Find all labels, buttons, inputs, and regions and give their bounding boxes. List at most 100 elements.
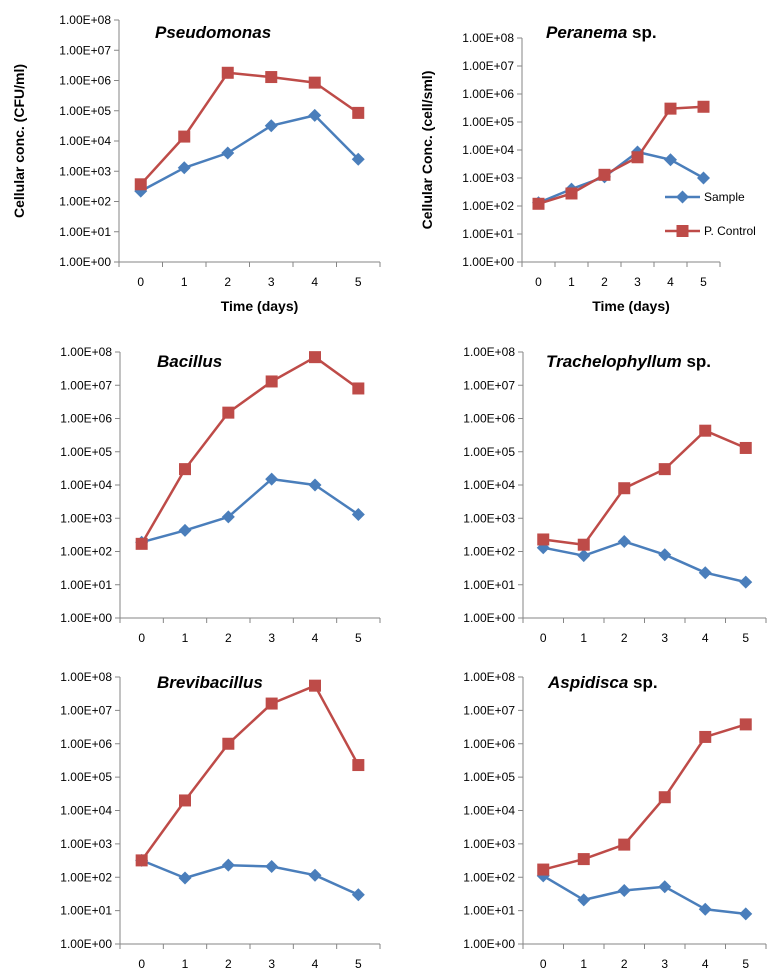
chart-panel-4: 1.00E+00 1.00E+01 1.00E+02 1.00E+03 1.00E+04… <box>463 345 767 645</box>
panel-title-suffix: sp. <box>682 352 711 371</box>
p-control-point <box>352 106 365 119</box>
y-tick-label: 1.00E+01 <box>60 578 112 592</box>
sample-point <box>221 146 235 160</box>
y-tick-label: 1.00E+02 <box>462 199 514 213</box>
p-control-point <box>739 441 752 454</box>
sample-point <box>308 868 322 882</box>
p-control-point <box>739 718 752 731</box>
p-control-line <box>140 684 360 862</box>
x-tick-label: 4 <box>667 275 674 289</box>
x-axis-title: Time (days) <box>221 298 299 314</box>
y-tick-label: 1.00E+04 <box>59 134 111 148</box>
panel-title-name: Pseudomonas <box>155 23 271 42</box>
y-tick-label: 1.00E+07 <box>463 378 515 392</box>
y-tick-label: 1.00E+07 <box>59 43 111 57</box>
x-tick-label: 0 <box>138 957 145 971</box>
p-control-point <box>178 130 191 143</box>
x-tick-label: 4 <box>312 957 319 971</box>
x-tick-label: 1 <box>580 957 587 971</box>
x-tick-label: 3 <box>268 275 275 289</box>
y-tick-label: 1.00E+05 <box>60 770 112 784</box>
y-tick-label: 1.00E+06 <box>59 74 111 88</box>
y-tick-label: 1.00E+06 <box>463 737 515 751</box>
y-tick-label: 1.00E+06 <box>60 737 112 751</box>
y-tick-label: 1.00E+00 <box>463 611 515 625</box>
p-control-point <box>309 679 321 692</box>
x-tick-label: 4 <box>702 957 709 971</box>
y-tick-label: 1.00E+03 <box>59 164 111 178</box>
sample-point <box>221 510 235 524</box>
y-axis-title: Cellular Conc. (cell/sml) <box>419 71 435 230</box>
x-tick-label: 5 <box>742 631 749 645</box>
chart-panel-6: 1.00E+00 1.00E+01 1.00E+02 1.00E+03 1.00E+04… <box>463 670 767 971</box>
p-control-point <box>309 351 321 364</box>
sample-point <box>577 549 591 563</box>
p-control-point <box>265 697 278 710</box>
y-tick-label: 1.00E+01 <box>463 904 515 918</box>
y-tick-label: 1.00E+00 <box>463 937 515 951</box>
p-control-point <box>577 538 590 551</box>
x-tick-label: 4 <box>702 631 709 645</box>
y-tick-label: 1.00E+00 <box>60 937 112 951</box>
sample-point <box>658 880 672 894</box>
p-control-point <box>221 66 234 79</box>
p-control-line <box>542 723 747 871</box>
sample-point <box>308 108 322 122</box>
y-tick-label: 1.00E+04 <box>60 478 112 492</box>
sample-point <box>265 472 279 486</box>
p-control-line <box>139 71 360 186</box>
x-tick-label: 2 <box>224 275 231 289</box>
legend-swatch-marker <box>676 190 689 204</box>
y-tick-label: 1.00E+04 <box>462 143 514 157</box>
p-control-point <box>598 168 611 181</box>
panel-title: Trachelophyllum sp. <box>546 352 711 371</box>
y-tick-label: 1.00E+08 <box>59 13 111 27</box>
y-tick-label: 1.00E+04 <box>463 804 515 818</box>
p-control-point <box>658 791 671 804</box>
panel-title: Pseudomonas <box>155 23 271 42</box>
y-tick-label: 1.00E+08 <box>60 345 112 359</box>
sample-point <box>577 893 591 907</box>
x-tick-label: 2 <box>225 957 232 971</box>
sample-point <box>739 575 753 589</box>
sample-point <box>265 859 279 873</box>
sample-point <box>697 171 710 185</box>
sample-point <box>617 884 631 898</box>
legend: Sample P. Control <box>665 190 756 238</box>
p-control-point <box>699 424 712 437</box>
p-control-point <box>308 76 321 89</box>
sample-line <box>141 859 359 896</box>
sample-point <box>739 907 753 921</box>
y-tick-label: 1.00E+07 <box>462 59 514 73</box>
x-tick-label: 2 <box>601 275 608 289</box>
legend-label: Sample <box>704 190 745 204</box>
p-control-point <box>577 853 590 866</box>
x-tick-label: 4 <box>312 631 319 645</box>
sample-point <box>664 153 677 167</box>
panel-title: Peranema sp. <box>546 23 657 42</box>
x-tick-label: 4 <box>311 275 318 289</box>
x-tick-label: 2 <box>621 957 628 971</box>
legend-label: P. Control <box>704 224 756 238</box>
y-tick-label: 1.00E+05 <box>462 115 514 129</box>
panel-title: Bacillus <box>157 352 222 371</box>
y-tick-label: 1.00E+02 <box>463 545 515 559</box>
chart-panel-5: 1.00E+00 1.00E+01 1.00E+02 1.00E+03 1.00E+04… <box>60 670 381 971</box>
x-tick-label: 3 <box>634 275 641 289</box>
y-tick-label: 1.00E+04 <box>463 478 515 492</box>
y-tick-label: 1.00E+08 <box>463 670 515 684</box>
sample-line <box>141 477 360 544</box>
y-tick-label: 1.00E+07 <box>463 703 515 717</box>
sample-point <box>617 534 631 548</box>
p-control-point <box>537 533 550 546</box>
y-tick-label: 1.00E+03 <box>463 837 515 851</box>
sample-point <box>351 888 365 902</box>
y-axis-title: Cellular conc. (CFU/ml) <box>11 64 27 218</box>
x-tick-label: 3 <box>661 957 668 971</box>
y-tick-label: 1.00E+06 <box>60 412 112 426</box>
p-control-point <box>135 537 148 550</box>
y-tick-label: 1.00E+02 <box>60 545 112 559</box>
y-tick-label: 1.00E+01 <box>463 578 515 592</box>
y-tick-label: 1.00E+04 <box>60 804 112 818</box>
